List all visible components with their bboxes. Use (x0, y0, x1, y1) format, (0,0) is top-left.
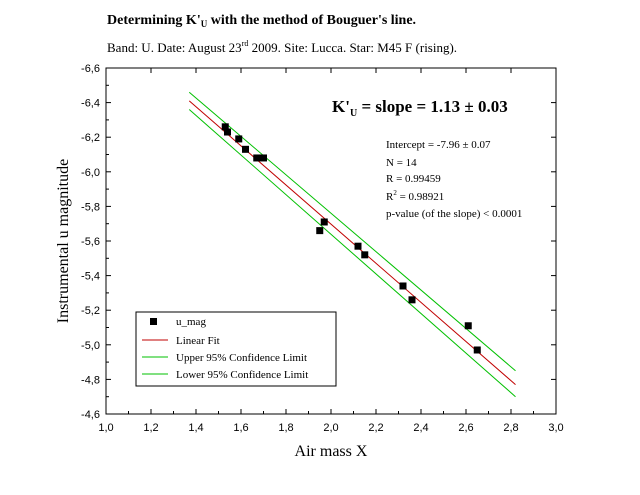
upper-confidence-line (188, 91, 516, 372)
data-point (260, 154, 267, 162)
x-tick-label: 1,8 (278, 422, 293, 434)
n-text: N = 14 (386, 157, 417, 169)
x-tick-label: 1,0 (98, 422, 113, 434)
y-tick-label: -5,0 (81, 340, 100, 352)
chart-subtitle: Band: U. Date: August 23rd 2009. Site: L… (107, 39, 457, 55)
data-point (235, 135, 243, 143)
data-point (221, 123, 229, 131)
r2-prefix: R (386, 191, 394, 203)
r-text: R = 0.99459 (386, 173, 441, 185)
legend-label-u-mag: u_mag (176, 316, 206, 328)
data-point (464, 322, 472, 330)
data-point (253, 154, 261, 162)
x-tick-label: 3,0 (548, 422, 563, 434)
x-tick-label: 2,6 (458, 422, 473, 434)
chart-title: Determining K'U with the method of Bougu… (107, 13, 416, 29)
slope-rest: = slope = 1.13 ± 0.03 (357, 97, 508, 116)
x-tick-label: 2,0 (323, 422, 338, 434)
y-tick-label: -6,2 (81, 132, 100, 144)
data-point (320, 218, 328, 226)
y-axis-label: Instrumental u magnitude (55, 159, 72, 323)
x-tick-label: 2,8 (503, 422, 518, 434)
y-tick-label: -4,8 (81, 374, 100, 386)
intercept-text: Intercept = -7.96 ± 0.07 (386, 139, 491, 151)
r2-text: R2 = 0.98921 (386, 189, 444, 203)
title-subscript: U (201, 19, 208, 29)
slope-subscript: U (350, 108, 357, 119)
data-point (316, 227, 324, 235)
y-tick-label: -5,2 (81, 305, 100, 317)
x-tick-label: 1,2 (143, 422, 158, 434)
data-point (473, 346, 481, 354)
y-tick-label: -5,8 (81, 201, 100, 213)
data-point (408, 296, 416, 304)
y-tick-label: -5,6 (81, 236, 100, 248)
data-point (354, 242, 362, 250)
y-tick-label: -5,4 (81, 271, 100, 283)
title-rest: with the method of Bouguer's line. (207, 13, 416, 28)
x-axis: 1,0 1,2 1,4 1,6 1,8 2,0 2,2 2,4 2,6 2,8 3,0 (98, 68, 564, 434)
data-point (361, 251, 369, 259)
title-main: Determining K' (107, 13, 201, 28)
y-tick-label: -6,4 (81, 98, 100, 110)
slope-annotation: K'U = slope = 1.13 ± 0.03 (332, 97, 508, 119)
legend-box (135, 311, 337, 387)
x-tick-label: 1,6 (233, 422, 248, 434)
subtitle-main: Band: U. Date: August 23 (107, 40, 242, 55)
legend: u_mag Linear Fit Upper 95% Confidence Li… (135, 311, 337, 387)
r2-superscript: 2 (393, 189, 397, 197)
x-tick-label: 2,4 (413, 422, 428, 434)
data-point (399, 282, 407, 290)
y-tick-label: -6,6 (81, 63, 100, 75)
y-tick-label: -6,0 (81, 167, 100, 179)
lower-confidence-line (188, 109, 516, 398)
data-points (221, 123, 481, 354)
x-axis-label: Air mass X (295, 443, 368, 460)
pvalue-text: p-value (of the slope) < 0.0001 (386, 208, 522, 220)
legend-label-linear-fit: Linear Fit (176, 335, 220, 347)
subtitle-rest: 2009. Site: Lucca. Star: M45 F (rising). (248, 40, 457, 55)
data-point (224, 128, 231, 136)
legend-marker-u-mag (150, 318, 157, 325)
legend-label-lower-ci: Lower 95% Confidence Limit (176, 369, 308, 381)
data-point (242, 145, 249, 153)
y-axis: -6,6 -6,4 -6,2 -6,0 -5,8 -5,6 -5,4 -5,2 -5,0 -4,8… (81, 63, 556, 421)
r2-rest: = 0.98921 (397, 191, 444, 203)
slope-prefix: K' (332, 97, 350, 116)
legend-label-upper-ci: Upper 95% Confidence Limit (176, 352, 307, 364)
x-tick-label: 1,4 (188, 422, 203, 434)
x-tick-label: 2,2 (368, 422, 383, 434)
y-tick-label: -4,6 (81, 409, 100, 421)
subtitle-superscript: rd (242, 39, 249, 48)
